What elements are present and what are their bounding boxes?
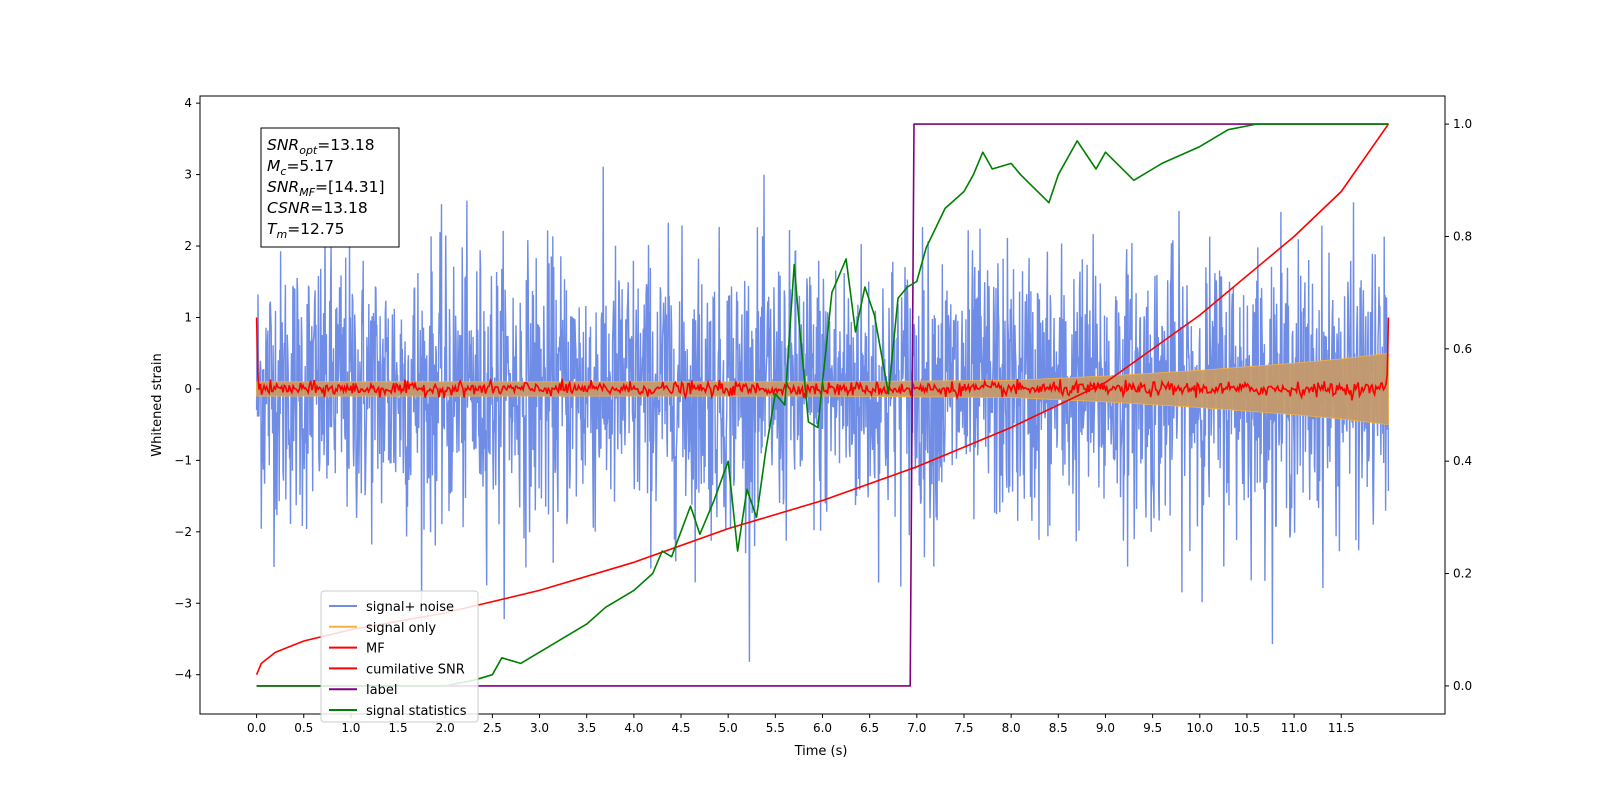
x-tick-label: 9.5	[1143, 721, 1162, 735]
y-tick-label: −3	[174, 596, 192, 610]
legend-label: signal statistics	[366, 704, 467, 719]
y-tick-label: −4	[174, 668, 192, 682]
y-tick-label: 1	[184, 310, 192, 324]
x-tick-label: 11.5	[1328, 721, 1355, 735]
x-tick-label: 6.0	[813, 721, 832, 735]
x-tick-label: 7.0	[907, 721, 926, 735]
y2-tick-label: 0.8	[1453, 229, 1472, 243]
x-tick-label: 1.0	[341, 721, 360, 735]
x-tick-label: 5.5	[766, 721, 785, 735]
y-tick-label: 4	[184, 96, 192, 110]
x-tick-label: 0.5	[294, 721, 313, 735]
annotation-box: SNRopt=13.18Mc=5.17SNRMF=[14.31]CSNR=13.…	[260, 127, 400, 248]
x-tick-label: 8.0	[1002, 721, 1021, 735]
x-tick-label: 3.5	[577, 721, 596, 735]
y2-tick-label: 0.6	[1453, 342, 1472, 356]
y-tick-label: −1	[174, 453, 192, 467]
series-cumulative-snr	[255, 123, 1390, 676]
annotation-line: SNRopt=13.18	[267, 136, 375, 157]
x-tick-label: 6.5	[860, 721, 879, 735]
y2-tick-label: 0.4	[1453, 454, 1472, 468]
x-tick-label: 10.0	[1186, 721, 1213, 735]
legend-label: cumilative SNR	[366, 662, 465, 677]
plot-area	[255, 123, 1390, 687]
y-axis-right: 1.0 0.8 0.6 0.4 0.2 0.0	[1445, 117, 1472, 693]
y-axis-left: 4 3 2 1 0 −1 −2 −3 −4	[174, 96, 200, 682]
x-tick-label: 1.5	[389, 721, 408, 735]
x-tick-label: 2.5	[483, 721, 502, 735]
legend-label: signal+ noise	[366, 600, 454, 615]
x-tick-label: 8.5	[1049, 721, 1068, 735]
x-tick-label: 4.5	[671, 721, 690, 735]
series-label	[256, 123, 1389, 687]
x-tick-label: 7.5	[954, 721, 973, 735]
series-signal-statistics	[256, 123, 1389, 687]
annotation-line: Mc=5.17	[267, 157, 334, 178]
x-tick-label: 9.0	[1096, 721, 1115, 735]
y2-tick-label: 0.2	[1453, 567, 1472, 581]
annotation-line: CSNR=13.18	[267, 199, 368, 217]
annotation-line: Tm=12.75	[267, 220, 345, 241]
legend-label: label	[366, 683, 397, 698]
y-axis-label: Whitened strain	[150, 353, 165, 456]
x-tick-label: 5.0	[719, 721, 738, 735]
y-tick-label: −2	[174, 525, 192, 539]
series-signal-noise	[255, 166, 1390, 662]
y2-tick-label: 0.0	[1453, 679, 1472, 693]
legend-frame	[320, 590, 479, 723]
x-tick-label: 4.0	[624, 721, 643, 735]
x-tick-label: 0.0	[247, 721, 266, 735]
y-tick-label: 3	[184, 168, 192, 182]
x-axis-label: Time (s)	[794, 744, 848, 759]
legend-label: MF	[366, 642, 385, 657]
legend-label: signal only	[366, 621, 436, 636]
x-axis: 0.0 0.5 1.0 1.5 2.0 2.5 3.0 3.5 4.0 4.5 5.0 5.5 6.0 6…	[247, 714, 1355, 735]
x-tick-label: 3.0	[530, 721, 549, 735]
x-tick-label: 10.5	[1234, 721, 1261, 735]
annotation-line: SNRMF=[14.31]	[267, 178, 385, 199]
x-tick-label: 11.0	[1281, 721, 1308, 735]
y-tick-label: 0	[184, 382, 192, 396]
y-tick-label: 2	[184, 239, 192, 253]
x-tick-label: 2.0	[436, 721, 455, 735]
y2-tick-label: 1.0	[1453, 117, 1472, 131]
legend: signal+ noise signal only MF cumilative SNR…	[320, 590, 479, 723]
